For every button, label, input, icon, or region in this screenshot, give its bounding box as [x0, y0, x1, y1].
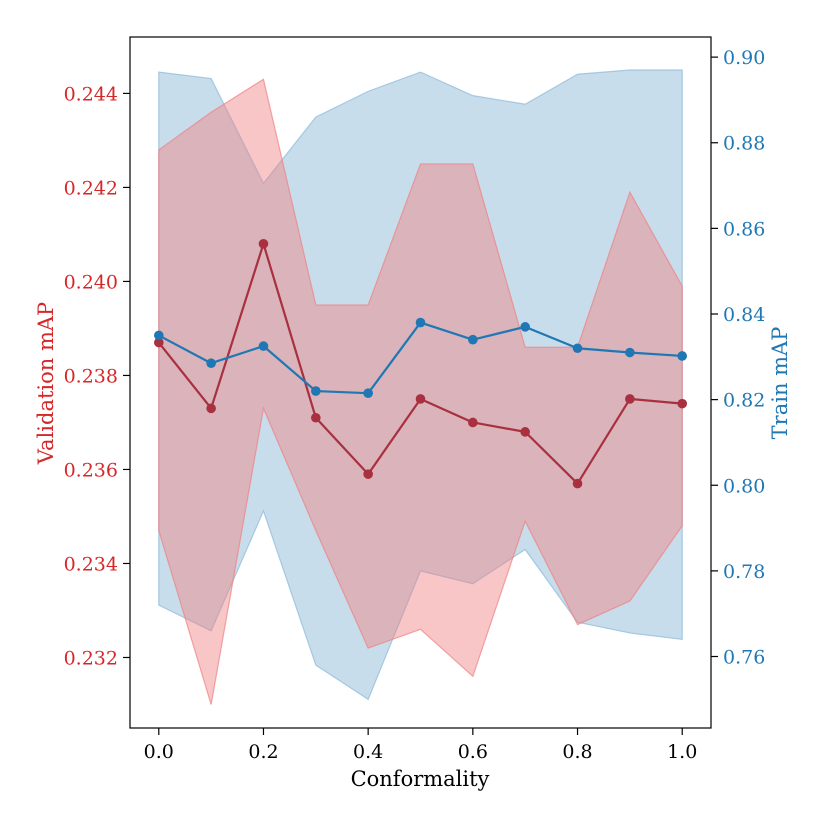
validation-point-7	[520, 427, 530, 437]
plot-frame	[129, 36, 712, 729]
left-tick-label-2: 0.236	[64, 459, 118, 481]
validation-point-10	[677, 398, 688, 409]
train-point-7	[520, 322, 530, 332]
x-tick-label-5: 1.0	[667, 741, 697, 763]
left-tick-label-6: 0.244	[64, 83, 118, 105]
right-tick-label-4: 0.84	[723, 304, 765, 326]
train-point-8	[572, 343, 583, 354]
right-tick-label-1: 0.78	[723, 561, 765, 583]
series-markers	[153, 239, 688, 489]
validation-confidence-band	[158, 78, 683, 705]
x-tick-label-0: 0.0	[144, 741, 174, 763]
x-tick-label-2: 0.4	[353, 741, 383, 763]
train-point-2	[258, 341, 269, 351]
x-tick-label-1: 0.2	[248, 741, 278, 763]
right-tick-label-6: 0.88	[723, 133, 765, 155]
validation-point-5	[415, 394, 426, 404]
right-axis-label: Train mAP	[768, 327, 792, 440]
train-point-0	[153, 330, 164, 341]
x-axis-ticks: 0.0 0.2 0.4 0.6 0.8 1.0	[144, 728, 697, 763]
left-axis-label: Validation mAP	[34, 302, 58, 465]
left-axis-ticks: 0.232 0.234 0.236 0.238 0.240 0.242 0.244	[64, 83, 130, 669]
left-tick-label-0: 0.232	[64, 647, 118, 669]
right-tick-label-2: 0.80	[723, 475, 765, 497]
left-tick-label-1: 0.234	[64, 553, 118, 575]
train-point-9	[625, 347, 635, 358]
validation-point-3	[311, 412, 321, 423]
validation-point-4	[363, 469, 373, 479]
right-tick-label-5: 0.86	[723, 218, 765, 240]
train-point-1	[206, 358, 216, 369]
train-point-10	[677, 351, 688, 361]
right-tick-label-0: 0.76	[723, 647, 765, 669]
validation-point-8	[572, 478, 583, 489]
left-tick-label-3: 0.238	[64, 365, 118, 387]
train-point-3	[311, 386, 321, 396]
confidence-bands	[158, 69, 683, 705]
train-point-5	[415, 317, 426, 328]
train-confidence-band	[158, 69, 683, 701]
right-tick-label-3: 0.82	[723, 390, 765, 412]
left-tick-label-5: 0.242	[64, 177, 118, 199]
right-tick-label-7: 0.90	[723, 47, 765, 69]
left-tick-label-4: 0.240	[64, 271, 118, 293]
validation-point-9	[625, 394, 635, 404]
x-tick-label-4: 0.8	[562, 741, 592, 763]
validation-point-0	[153, 337, 164, 348]
validation-point-2	[258, 239, 269, 249]
x-axis-label: Conformality	[351, 767, 490, 791]
validation-point-6	[468, 417, 478, 428]
train-point-4	[363, 388, 373, 399]
validation-point-1	[206, 403, 216, 414]
train-point-6	[468, 334, 478, 345]
x-tick-label-3: 0.6	[458, 741, 488, 763]
right-axis-ticks: 0.76 0.78 0.80 0.82 0.84 0.86 0.88 0.90	[711, 47, 765, 669]
